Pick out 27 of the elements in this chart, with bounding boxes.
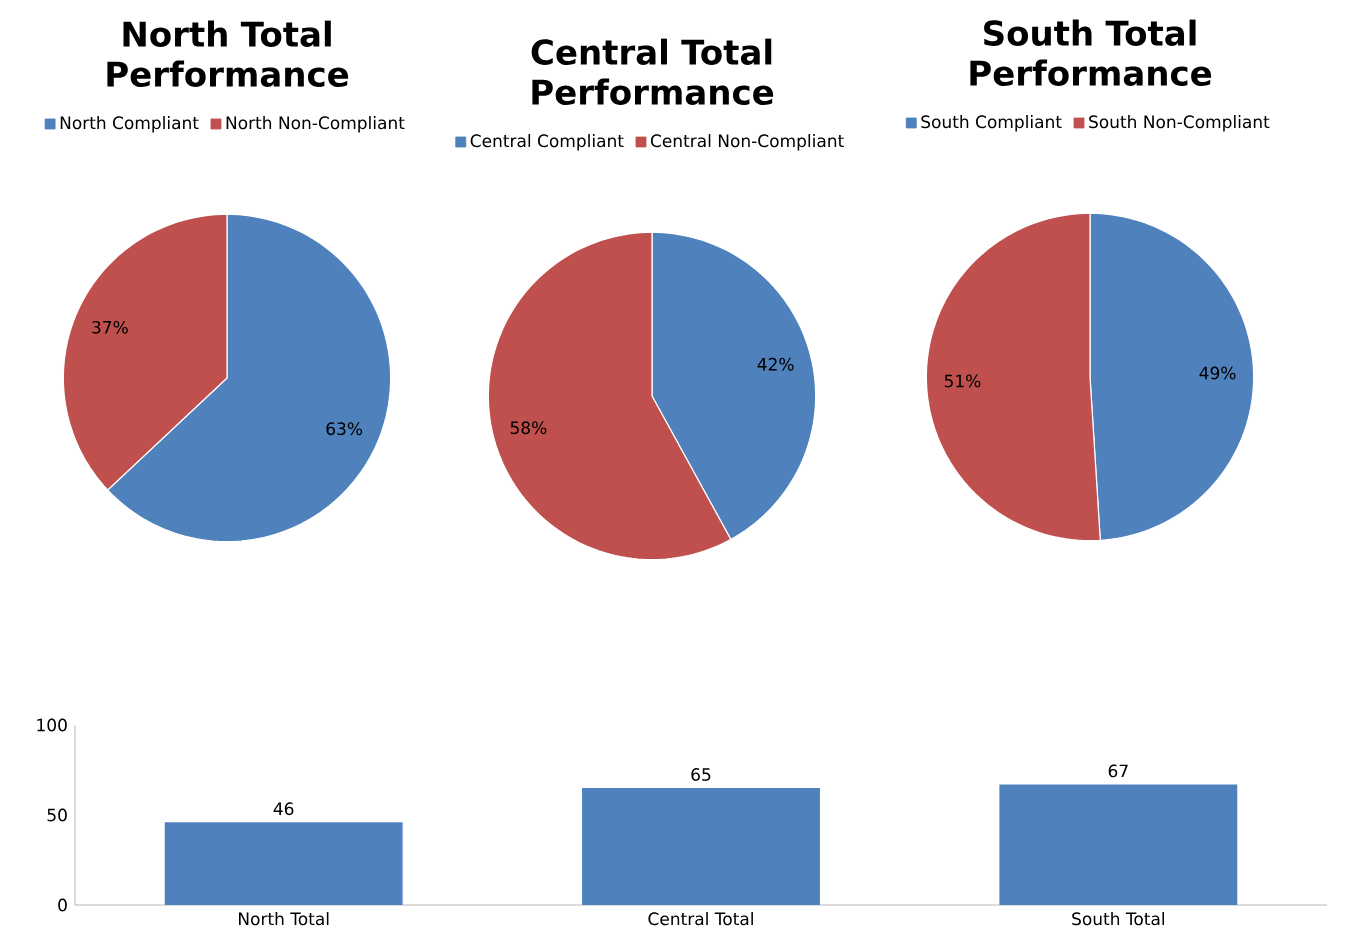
chart-title: South Total Performance (970, 19, 1212, 86)
legend-label: Central Non-Compliant (650, 134, 844, 151)
legend-label: Central Compliant (470, 134, 624, 151)
data-label: 37% (92, 320, 128, 334)
y-tick-label: 50 (47, 808, 67, 822)
data-label: 65 (691, 768, 711, 781)
y-tick-label: 100 (37, 718, 67, 732)
data-label: 58% (510, 421, 547, 435)
data-label: 49% (1199, 366, 1236, 380)
legend-label: South Non-Compliant (1089, 115, 1270, 132)
chart-title: North Total Performance (107, 20, 349, 87)
bar (582, 788, 820, 905)
bar (164, 822, 403, 905)
x-tick-label: North Total (239, 912, 329, 926)
legend-label: North Non-Compliant (226, 116, 405, 133)
legend-label: South Compliant (921, 115, 1062, 132)
x-tick-label: South Total (1072, 912, 1165, 926)
x-tick-label: Central Total (648, 912, 753, 926)
data-label: 42% (757, 357, 794, 371)
data-label: 63% (326, 422, 363, 436)
data-label: 67 (1108, 764, 1128, 778)
legend-label: North Compliant (60, 116, 199, 133)
chart-title: Central Total Performance (531, 38, 774, 105)
data-label: 51% (944, 374, 981, 388)
y-tick-label: 0 (58, 898, 67, 912)
bar (999, 784, 1238, 905)
data-label: 46 (273, 802, 294, 816)
